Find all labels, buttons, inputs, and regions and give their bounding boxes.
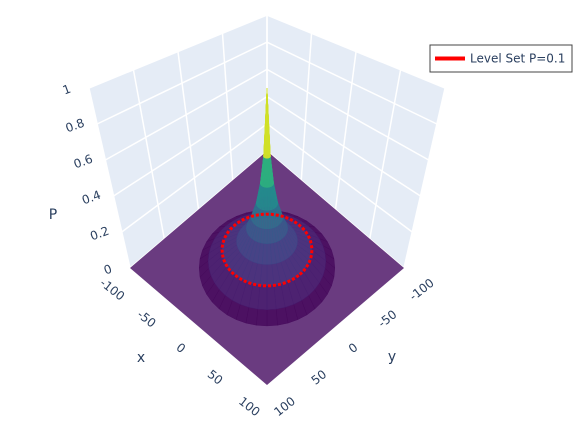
grid-line [132,69,165,239]
x-tick-label: -100 [97,276,127,304]
y-tick-label: 0 [346,340,361,356]
z-axis-title: P [49,207,57,223]
grid-line [221,33,234,181]
surface-patch [266,87,268,159]
surface-patch [266,308,278,327]
grid-line [104,68,268,161]
surface-patch [256,308,268,327]
surface-patch [263,228,268,244]
grid-line [88,14,268,89]
grid-line [266,41,438,125]
back-wall-x [88,15,268,268]
grid-line [96,41,268,125]
grid-line [266,123,413,233]
grid-line [88,87,131,269]
grid-line [369,69,402,239]
grid-line [121,123,268,233]
grid-line [177,51,200,210]
y-axis-title: y [388,349,396,365]
surface-patch [266,228,271,244]
z-tick-label: 0.4 [80,188,103,208]
grid-line [113,95,268,197]
x-tick-label: -50 [135,307,159,330]
legend-label: Level Set P=0.1 [470,52,565,66]
x-tick-label: 50 [205,367,226,387]
y-tick-label: -100 [407,276,437,304]
y-tick-label: -50 [375,307,399,330]
grid-line [266,14,446,89]
z-tick-label: 0 [102,262,114,278]
back-wall-y [267,15,446,268]
grid-line [266,95,421,197]
z-tick-label: 0.8 [64,116,87,136]
x-tick-label: 100 [236,394,263,419]
z-tick-label: 0.6 [72,152,95,172]
grid-line [334,51,357,210]
grid-line [403,87,446,269]
z-tick-label: 1 [61,82,73,98]
y-tick-label: 100 [271,394,298,419]
x-axis-title: x [137,350,145,366]
y-tick-label: 50 [309,367,330,387]
grid-line [266,68,430,161]
x-tick-label: 0 [173,340,188,356]
z-tick-label: 0.2 [88,224,111,244]
level-set-line [220,212,314,288]
grid-line [300,33,313,181]
